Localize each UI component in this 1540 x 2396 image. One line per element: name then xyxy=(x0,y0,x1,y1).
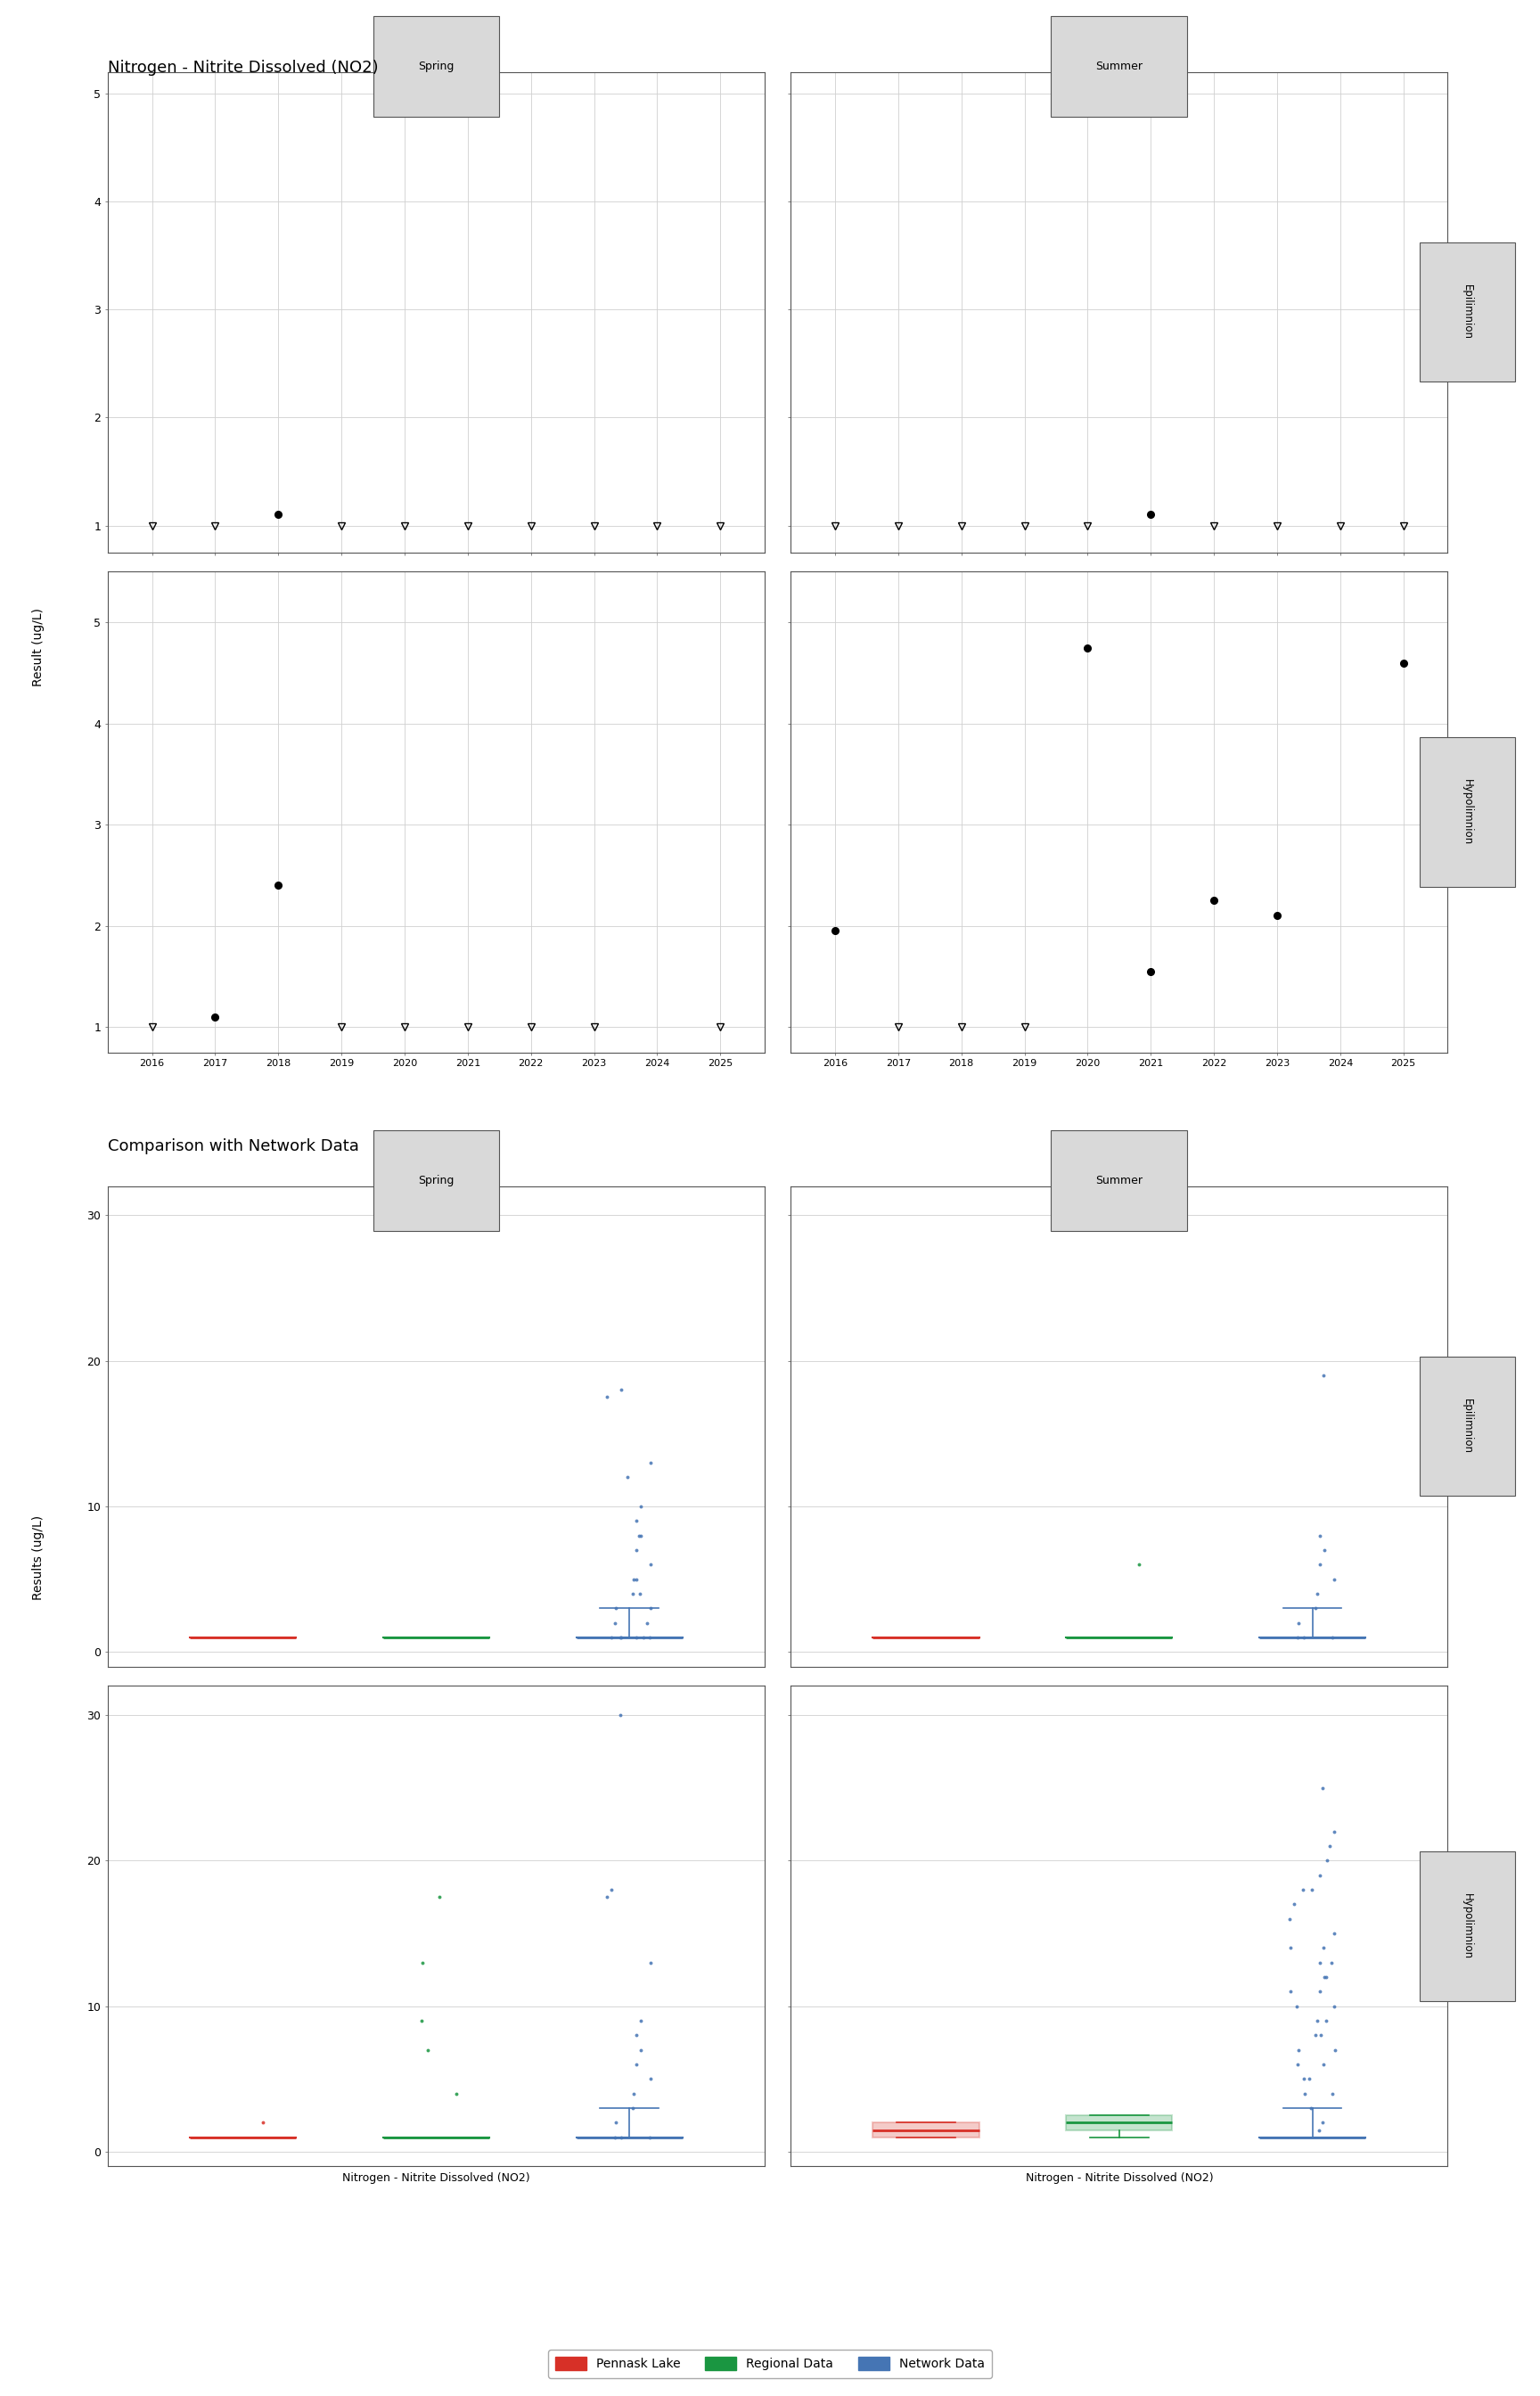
Title: Spring: Spring xyxy=(419,1174,454,1186)
Bar xyxy=(1066,2116,1172,2130)
Title: Summer: Summer xyxy=(1095,1174,1143,1186)
Text: Hypolimnion: Hypolimnion xyxy=(1461,1893,1474,1960)
Text: Epilimnion: Epilimnion xyxy=(1461,1399,1474,1454)
Title: Spring: Spring xyxy=(419,60,454,72)
X-axis label: Nitrogen - Nitrite Dissolved (NO2): Nitrogen - Nitrite Dissolved (NO2) xyxy=(1026,2173,1214,2185)
Text: Nitrogen - Nitrite Dissolved (NO2): Nitrogen - Nitrite Dissolved (NO2) xyxy=(108,60,379,77)
Text: Comparison with Network Data: Comparison with Network Data xyxy=(108,1138,359,1155)
Text: Result (ug/L): Result (ug/L) xyxy=(32,609,45,685)
Text: Results (ug/L): Results (ug/L) xyxy=(32,1514,45,1601)
Title: Summer: Summer xyxy=(1095,60,1143,72)
Bar xyxy=(873,2123,979,2137)
Legend: Pennask Lake, Regional Data, Network Data: Pennask Lake, Regional Data, Network Dat… xyxy=(548,2350,992,2377)
X-axis label: Nitrogen - Nitrite Dissolved (NO2): Nitrogen - Nitrite Dissolved (NO2) xyxy=(342,2173,530,2185)
Text: Hypolimnion: Hypolimnion xyxy=(1461,779,1474,846)
Text: Epilimnion: Epilimnion xyxy=(1461,285,1474,340)
